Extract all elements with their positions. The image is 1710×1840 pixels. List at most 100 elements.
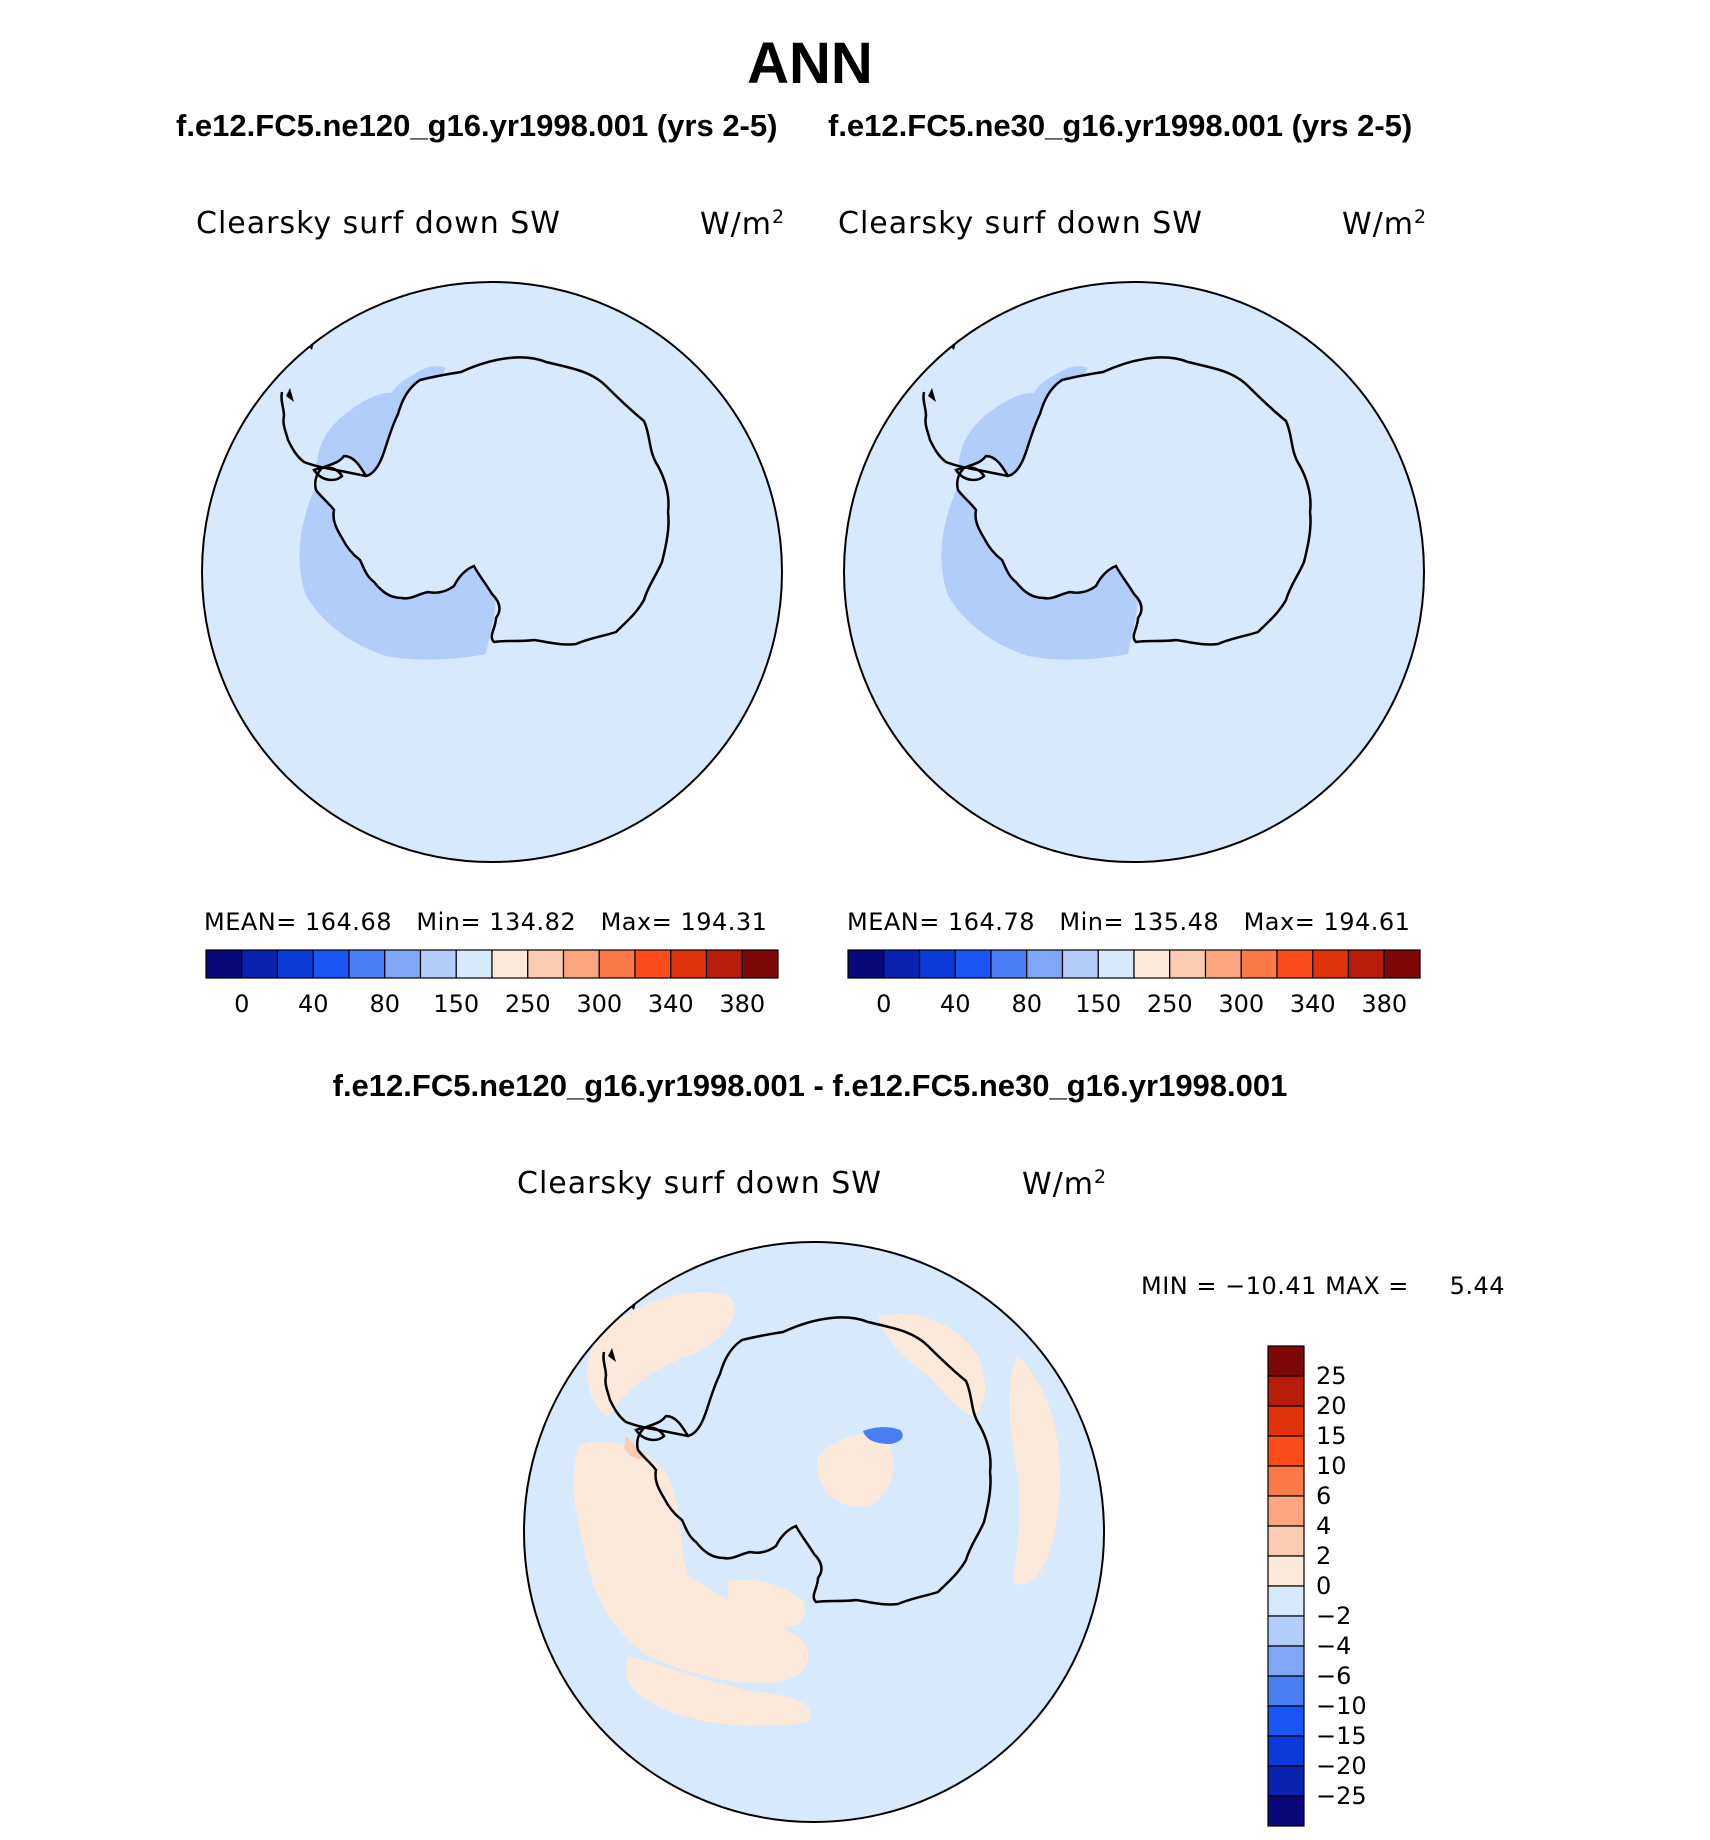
positive-difference-region bbox=[816, 1433, 894, 1508]
colorbar-tick-label: 340 bbox=[1290, 990, 1336, 1018]
colorbar-swatch bbox=[918, 949, 956, 979]
colorbar-swatch bbox=[1267, 1465, 1305, 1497]
colorbar-swatch bbox=[1267, 1495, 1305, 1527]
positive-difference-region bbox=[587, 1292, 735, 1416]
colorbar-tick-label: −25 bbox=[1316, 1782, 1367, 1810]
colorbar-swatch bbox=[1267, 1735, 1305, 1767]
colorbar-tick-label: 300 bbox=[576, 990, 622, 1018]
island-mark bbox=[928, 388, 936, 402]
panel3-min-value: −10.41 bbox=[1225, 1272, 1317, 1300]
antarctic-interior bbox=[315, 357, 669, 645]
panel1-stats: MEAN= 164.68 Min= 134.82 Max= 194.31 bbox=[204, 908, 767, 936]
colorbar-swatch bbox=[1267, 1795, 1305, 1827]
colorbar-swatch bbox=[419, 949, 457, 979]
panel2-units-label: W/m2 bbox=[1342, 206, 1428, 242]
colorbar-swatch bbox=[1267, 1585, 1305, 1617]
island-mark bbox=[540, 1376, 548, 1388]
panel1-max-value: 194.31 bbox=[680, 908, 768, 936]
panel2-polar-map bbox=[843, 281, 1425, 863]
colorbar-tick-label: 0 bbox=[1316, 1572, 1331, 1600]
colorbar-swatch bbox=[1240, 949, 1278, 979]
panel1-colorbar: 0 40 80 150 250 300 340 380 bbox=[205, 949, 779, 1018]
colorbar-swatch bbox=[276, 949, 314, 979]
island-mark bbox=[860, 416, 868, 428]
colorbar-swatch bbox=[705, 949, 743, 979]
panel1-mean-value: 164.68 bbox=[305, 908, 392, 936]
colorbar-swatch bbox=[634, 949, 672, 979]
colorbar-swatch bbox=[205, 949, 243, 979]
colorbar-swatch bbox=[1133, 949, 1171, 979]
colorbar-swatch bbox=[312, 949, 350, 979]
panel2-mean-value: 164.78 bbox=[948, 908, 1035, 936]
colorbar-swatch bbox=[1204, 949, 1242, 979]
colorbar-tick-label: −6 bbox=[1316, 1662, 1351, 1690]
panel1-min-value: 134.82 bbox=[489, 908, 577, 936]
colorbar-swatch bbox=[1026, 949, 1064, 979]
positive-difference-region bbox=[1009, 1356, 1060, 1585]
panel3-units-label: W/m2 bbox=[1022, 1166, 1108, 1202]
colorbar-tick-label: 380 bbox=[719, 990, 765, 1018]
ice-shelf-outline bbox=[634, 1426, 666, 1442]
positive-difference-region bbox=[625, 1656, 811, 1727]
colorbar-tick-label: 10 bbox=[1316, 1452, 1347, 1480]
colorbar-swatch bbox=[1267, 1525, 1305, 1557]
colorbar-swatch bbox=[348, 949, 386, 979]
colorbar-swatch bbox=[847, 949, 885, 979]
panel1-polar-map bbox=[201, 281, 783, 863]
colorbar-tick-label: −20 bbox=[1316, 1752, 1367, 1780]
colorbar-swatch bbox=[1267, 1375, 1305, 1407]
panel3-stats: MIN = −10.41 MAX = 5.44 bbox=[1141, 1272, 1505, 1300]
ice-shelf-outline bbox=[312, 466, 344, 482]
colorbar-tick-label: 0 bbox=[234, 990, 249, 1018]
island-mark bbox=[608, 1348, 616, 1362]
colorbar-swatch bbox=[1312, 949, 1350, 979]
panel3-max-value: 5.44 bbox=[1449, 1272, 1505, 1300]
subtitle-left: f.e12.FC5.ne120_g16.yr1998.001 (yrs 2-5) bbox=[176, 108, 778, 143]
panel1-max-label: Max= bbox=[600, 908, 673, 936]
colorbar-swatch bbox=[1267, 1765, 1305, 1797]
colorbar-swatch bbox=[1267, 1615, 1305, 1647]
colorbar-swatch bbox=[741, 949, 779, 979]
map-boundary-circle bbox=[523, 1241, 1105, 1823]
colorbar-tick-label: 2 bbox=[1316, 1542, 1331, 1570]
coastline bbox=[956, 356, 1312, 646]
colorbar-swatch bbox=[384, 949, 422, 979]
panel1-variable-label: Clearsky surf down SW bbox=[196, 206, 561, 241]
colorbar-tick-label: 4 bbox=[1316, 1512, 1331, 1540]
positive-difference-region bbox=[573, 1442, 809, 1683]
island-mark bbox=[218, 416, 226, 428]
colorbar-swatch bbox=[527, 949, 565, 979]
colorbar-tick-label: 250 bbox=[1147, 990, 1193, 1018]
subtitle-right: f.e12.FC5.ne30_g16.yr1998.001 (yrs 2-5) bbox=[828, 108, 1413, 143]
map-boundary-circle bbox=[201, 281, 783, 863]
colorbar-tick-label: 15 bbox=[1316, 1422, 1347, 1450]
panel2-min-value: 135.48 bbox=[1132, 908, 1220, 936]
colorbar-swatch bbox=[1267, 1435, 1305, 1467]
figure-title: ANN bbox=[747, 31, 873, 96]
colorbar-tick-label: 6 bbox=[1316, 1482, 1331, 1510]
negative-difference-region bbox=[863, 1427, 903, 1444]
colorbar-swatch bbox=[1169, 949, 1207, 979]
panel2-min-label: Min= bbox=[1059, 908, 1125, 936]
panel2-colorbar: 0 40 80 150 250 300 340 380 bbox=[847, 949, 1421, 1018]
colorbar-swatch bbox=[1383, 949, 1421, 979]
panel2-max-value: 194.61 bbox=[1323, 908, 1411, 936]
colorbar-swatch bbox=[1061, 949, 1099, 979]
antarctic-interior bbox=[957, 357, 1311, 645]
panel1-mean-label: MEAN= bbox=[204, 908, 297, 936]
colorbar-swatch bbox=[562, 949, 600, 979]
colorbar-tick-label: −10 bbox=[1316, 1692, 1367, 1720]
colorbar-swatch bbox=[1097, 949, 1135, 979]
colorbar-swatch bbox=[1276, 949, 1314, 979]
panel3-difference-map bbox=[523, 1241, 1105, 1823]
panel2-mean-label: MEAN= bbox=[847, 908, 940, 936]
colorbar-tick-label: 250 bbox=[505, 990, 551, 1018]
positive-difference-region bbox=[878, 1313, 985, 1416]
panel1-units-label: W/m2 bbox=[700, 206, 786, 242]
colorbar-swatch bbox=[670, 949, 708, 979]
colorbar-swatch bbox=[241, 949, 279, 979]
colorbar-tick-label: 80 bbox=[1011, 990, 1042, 1018]
panel3-max-label: MAX = bbox=[1325, 1272, 1409, 1300]
colorbar-tick-label: 25 bbox=[1316, 1362, 1347, 1390]
ice-shelf-outline bbox=[954, 466, 986, 482]
